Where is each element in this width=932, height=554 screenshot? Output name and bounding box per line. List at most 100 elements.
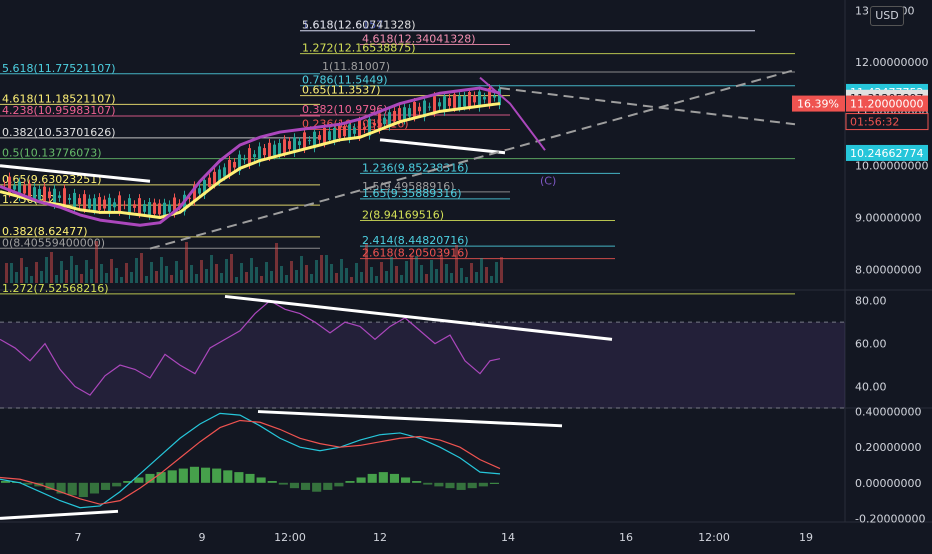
- candle-body: [103, 199, 106, 209]
- fib-label: (C): [540, 174, 556, 187]
- candle-body: [488, 88, 491, 105]
- macd-histogram-bar: [123, 481, 133, 483]
- macd-histogram-bar: [245, 473, 255, 483]
- volume-bar: [430, 260, 433, 283]
- volume-bar: [405, 261, 408, 283]
- macd-histogram-bar: [201, 467, 211, 483]
- fib-label: 1.236(9.85238316): [362, 161, 469, 174]
- macd-histogram-bar: [456, 482, 466, 490]
- macd-histogram-bar: [45, 482, 55, 490]
- candle-body: [23, 185, 26, 194]
- candle-body: [383, 117, 386, 125]
- fib-label: 4.618(12.34041328): [362, 33, 476, 46]
- candle-body: [278, 143, 281, 155]
- candle-body: [463, 95, 466, 107]
- trendline-price-left: [0, 164, 151, 183]
- volume-bar: [195, 274, 198, 283]
- volume-bar: [305, 265, 308, 283]
- candle-body: [348, 124, 351, 140]
- candle-body: [423, 100, 426, 118]
- volume-bar: [40, 271, 43, 283]
- candle-body: [283, 139, 286, 153]
- y-tick-label: 0.40000000: [855, 406, 921, 419]
- volume-bar: [360, 272, 363, 283]
- macd-histogram-bar: [278, 482, 288, 485]
- candle-body: [218, 169, 221, 182]
- candle-body: [398, 108, 401, 120]
- volume-bar: [70, 256, 73, 283]
- candle-body: [308, 140, 311, 142]
- y-tick-label: 60.00: [855, 338, 887, 351]
- macd-histogram-bar: [267, 481, 277, 483]
- candle-body: [193, 185, 196, 202]
- candle-body: [233, 161, 236, 168]
- volume-bar: [390, 257, 393, 283]
- candle-body: [338, 125, 341, 138]
- volume-bar: [45, 257, 48, 283]
- x-tick-label: 14: [501, 531, 515, 544]
- candle-body: [413, 101, 416, 118]
- candle-body: [38, 189, 41, 200]
- candle-body: [53, 188, 56, 205]
- volume-bar: [220, 273, 223, 283]
- volume-bar: [245, 272, 248, 283]
- volume-bar: [465, 277, 468, 283]
- y-tick-label: 80.00: [855, 295, 887, 308]
- macd-histogram-bar: [156, 472, 166, 483]
- candle-body: [238, 154, 241, 171]
- trendline-dashed-down: [499, 87, 796, 126]
- volume-bar: [20, 258, 23, 283]
- volume-bar: [95, 241, 98, 283]
- fib-label: 0.5(10.13776073): [2, 147, 102, 160]
- candle-body: [248, 148, 251, 165]
- volume-bar: [315, 260, 318, 283]
- price-series-line-1: [0, 86, 501, 227]
- candle-body: [313, 131, 316, 149]
- candle-body: [483, 96, 486, 100]
- currency-button[interactable]: USD: [870, 6, 904, 26]
- volume-bar: [285, 275, 288, 283]
- macd-histogram-bar: [223, 470, 233, 483]
- candle-body: [243, 158, 246, 161]
- volume-bar: [215, 264, 218, 283]
- fib-label: 5.618(12.60741328): [302, 19, 416, 32]
- volume-bar: [255, 267, 258, 283]
- volume-bar: [320, 255, 323, 283]
- x-tick-label: 12:00: [698, 531, 730, 544]
- candle-body: [83, 194, 86, 209]
- volume-bar: [135, 258, 138, 283]
- fib-label: 4.238(10.95983107): [2, 104, 116, 117]
- candle-body: [163, 202, 166, 217]
- volume-bar: [345, 268, 348, 283]
- volume-bar: [185, 242, 188, 283]
- rsi-divergence-line: [224, 294, 613, 341]
- volume-bar: [330, 264, 333, 283]
- candle-body: [143, 204, 146, 212]
- candle-body: [173, 197, 176, 214]
- volume-bar: [260, 276, 263, 283]
- volume-bar: [275, 243, 278, 283]
- y-tick-label: 40.00: [855, 381, 887, 394]
- volume-bar: [100, 264, 103, 283]
- candle-body: [418, 106, 421, 112]
- candle-body: [358, 120, 361, 137]
- candle-body: [113, 202, 116, 208]
- candle-body: [73, 192, 76, 210]
- fib-label: 2.618(8.20503916): [362, 247, 469, 260]
- candle-body: [328, 131, 331, 140]
- volume-bar: [150, 262, 153, 283]
- candle-body: [198, 188, 201, 194]
- candle-body: [108, 197, 111, 214]
- candle-body: [178, 203, 181, 207]
- candle-body: [428, 106, 431, 108]
- volume-bar: [5, 263, 8, 283]
- fib-label: 1.272(12.16538875): [302, 42, 416, 55]
- volume-bar: [190, 265, 193, 283]
- fib-label: 0.382(8.62477): [2, 225, 88, 238]
- macd-low-line: [0, 509, 119, 520]
- macd-histogram-bar: [434, 482, 444, 487]
- candle-body: [228, 159, 231, 175]
- candle-body: [123, 204, 126, 206]
